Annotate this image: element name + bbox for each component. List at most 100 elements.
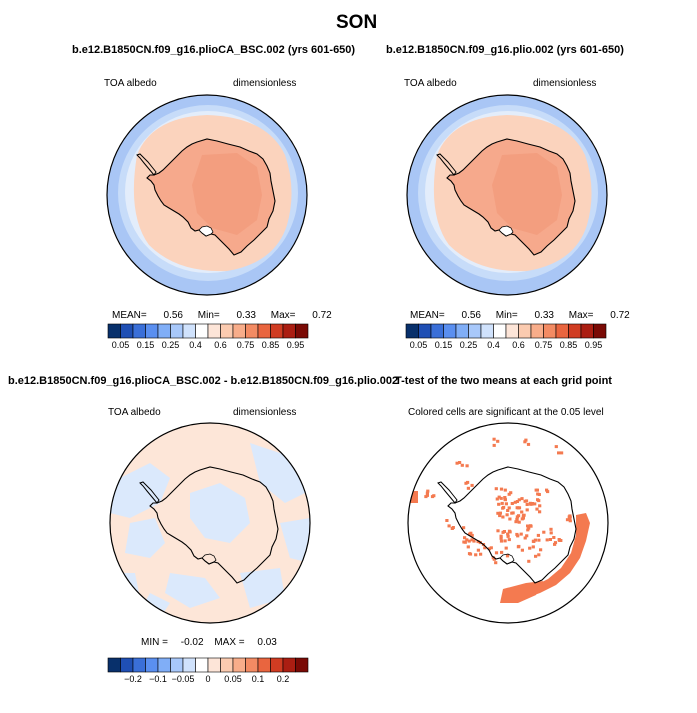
m4-sig-cell-57	[499, 496, 503, 500]
panel3-max-value: 0.03	[257, 637, 277, 648]
m4-sig-cell-26	[502, 505, 506, 509]
cb1-swatch-0	[107, 323, 121, 339]
m4-sig-cell-30	[538, 510, 542, 514]
panel1-max-value: 0.72	[312, 310, 332, 321]
cb3-swatch-12	[257, 657, 271, 673]
m4-sig-cell-18	[520, 510, 524, 514]
m4-sig-cell-69	[496, 529, 500, 533]
cb2-tick-label: 0.75	[534, 340, 553, 350]
m4-sig-cell-132	[425, 491, 429, 495]
m4-sig-cell-86	[463, 536, 467, 540]
m4-map-border	[407, 422, 609, 624]
cb3-swatch-14	[282, 657, 296, 673]
cb2-swatch-7	[493, 323, 507, 339]
m2-map-layers	[407, 95, 607, 295]
m4-sig-cell-36	[507, 529, 512, 533]
cb3-tick-label: 0.2	[276, 674, 290, 684]
m4-sig-cell-119	[535, 488, 539, 492]
m4-sig-cell-131	[504, 502, 508, 506]
m4-sig-cell-100	[520, 548, 524, 552]
panel2-mean-value: 0.56	[461, 310, 481, 321]
m4-sig-cell-60	[517, 498, 521, 502]
m4-sig-cell-77	[466, 545, 470, 549]
m4-sig-cell-105	[492, 557, 496, 561]
m3-negative-region-4	[165, 573, 220, 608]
cb2-swatch-6	[480, 323, 494, 339]
m4-sig-cell-101	[523, 536, 527, 540]
cb1-tick-label: 0.4	[189, 340, 202, 350]
panel3-min-label: MIN =	[141, 637, 168, 648]
m4-sig-cell-31	[515, 517, 519, 521]
m4-sig-cell-22	[506, 534, 510, 538]
m4-sig-cell-149	[492, 437, 496, 441]
cb3-swatch-1	[120, 657, 134, 673]
m4-sig-cell-76	[470, 538, 474, 542]
cb3-swatch-15	[295, 657, 309, 673]
cb1-swatch-12	[257, 323, 271, 339]
m1-map-layers	[107, 95, 307, 295]
m4-sig-cell-70	[476, 548, 480, 552]
panel1-min-value: 0.33	[236, 310, 256, 321]
cb3-tick-label: 0.1	[251, 674, 265, 684]
m4-sig-cell-138	[465, 464, 469, 468]
cb1-swatch-4	[157, 323, 171, 339]
m4-sig-cell-29	[526, 524, 530, 528]
cb1-swatch-11	[245, 323, 259, 339]
m4-sig-cell-124	[507, 492, 511, 496]
m4-sig-cell-50	[501, 530, 505, 534]
cb1-tick-label: 0.85	[261, 340, 280, 350]
m3-negative-region-5	[240, 568, 285, 608]
panel2-min-label: Min=	[495, 310, 518, 321]
panel3-variable-label: TOA albedo	[108, 407, 161, 418]
m4-sig-cell-37	[533, 538, 537, 542]
m4-sig-cell-129	[494, 487, 498, 491]
m4-sig-cell-47	[499, 539, 504, 543]
cb1-swatch-2	[132, 323, 146, 339]
m4-sig-cell-160	[568, 519, 572, 523]
cb3-swatch-10	[232, 657, 246, 673]
cb2-swatch-10	[530, 323, 544, 339]
cb2-tick-label: 0.6	[512, 340, 525, 350]
panel3-stats: MIN = -0.02 MAX = 0.03	[141, 637, 277, 648]
m4-sig-cell-91	[470, 533, 474, 537]
m4-sig-cell-39	[528, 524, 533, 528]
m4-sig-cell-48	[516, 534, 520, 538]
m4-sig-cell-112	[537, 493, 541, 496]
m4-sig-cell-118	[536, 492, 540, 496]
m4-sig-cell-140	[460, 463, 464, 467]
m4-sig-cell-142	[526, 442, 531, 446]
m4-sig-cell-12	[501, 515, 505, 519]
panel2-title: b.e12.B1850CN.f09_g16.plio.002 (yrs 601-…	[386, 44, 624, 56]
cb2-swatch-0	[405, 323, 419, 339]
m4-sig-cell-103	[516, 545, 520, 549]
panel1-stats: MEAN= 0.56 Min= 0.33 Max= 0.72	[112, 310, 332, 321]
m3-negative-region-1	[125, 518, 165, 558]
m4-sig-cell-11	[537, 538, 541, 542]
m4-sig-cell-54	[525, 534, 529, 538]
panel2-max-label: Max=	[568, 310, 594, 321]
m4-sig-cell-61	[508, 517, 512, 521]
m4-sig-cell-63	[506, 509, 510, 512]
m4-sig-cell-43	[526, 528, 530, 532]
m4-sig-cell-99	[532, 540, 536, 543]
m4-sig-cell-171	[548, 538, 552, 541]
m4-sig-cell-68	[517, 514, 521, 518]
cb2-swatch-1	[418, 323, 432, 339]
m4-sig-cell-127	[500, 501, 504, 505]
m4-sig-cell-56	[503, 497, 507, 501]
m4-sig-cell-42	[505, 513, 509, 517]
m4-sig-cell-169	[450, 527, 454, 530]
cb1-swatch-14	[282, 323, 296, 339]
cb3-tick-label: −0.1	[149, 674, 167, 684]
cb1-swatch-3	[145, 323, 159, 339]
figure-title: SON	[336, 12, 378, 33]
cb2-tick-label: 0.85	[559, 340, 578, 350]
panel3-units-label: dimensionless	[233, 407, 297, 418]
cb1-tick-label: 0.95	[286, 340, 305, 350]
m3-map-layers	[110, 423, 310, 623]
panel2-variable-label: TOA albedo	[404, 78, 457, 89]
m4-sig-cell-24	[522, 513, 526, 517]
m4-sig-cell-14	[514, 520, 518, 524]
cb2-swatch-13	[568, 323, 582, 339]
cb2-swatch-4	[455, 323, 469, 339]
